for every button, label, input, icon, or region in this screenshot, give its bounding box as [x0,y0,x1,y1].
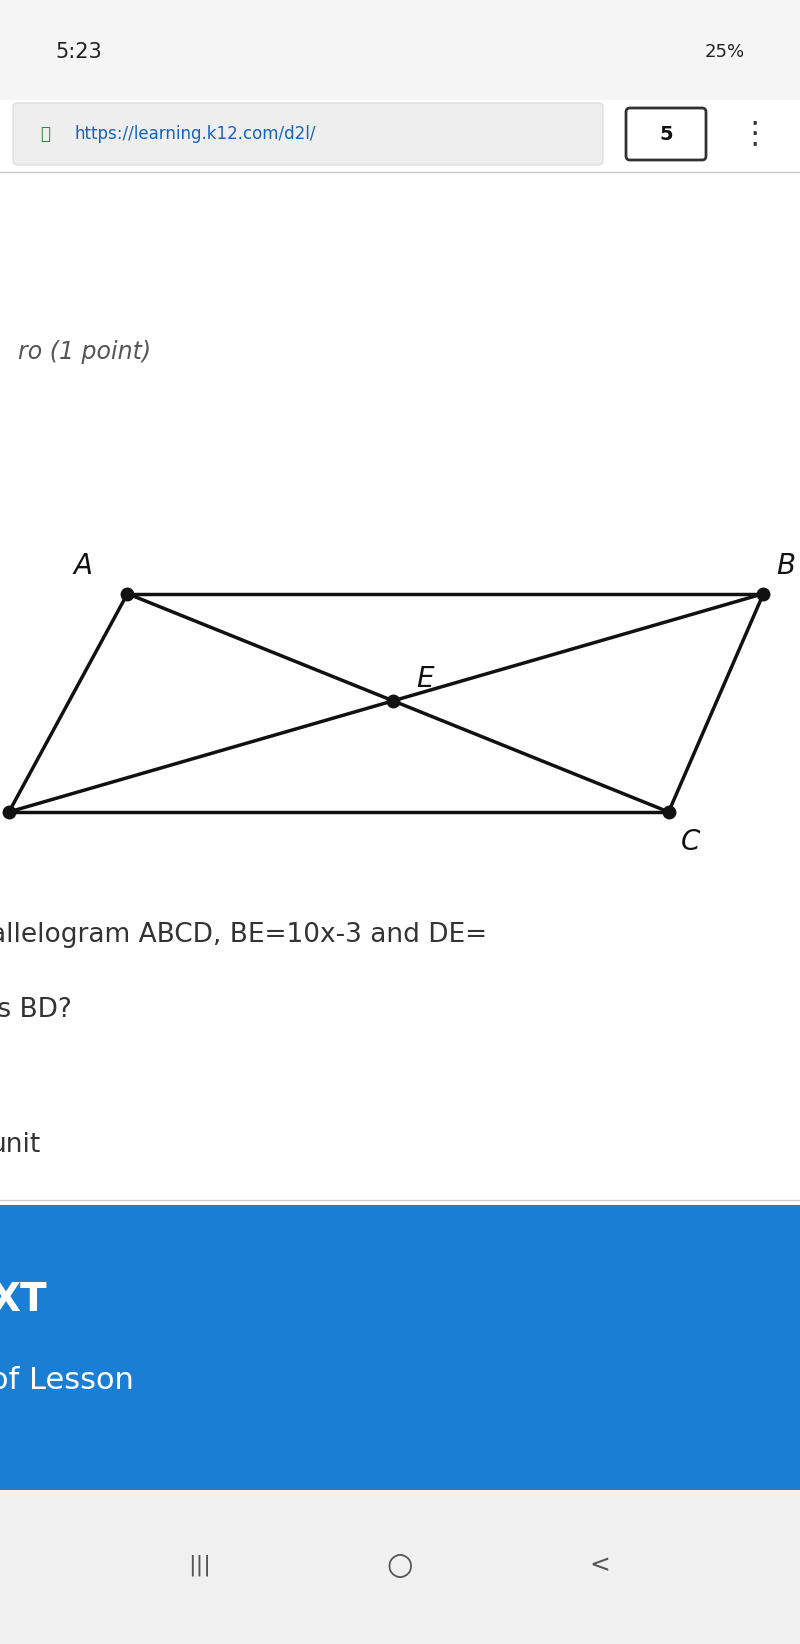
FancyBboxPatch shape [626,109,706,159]
Text: ro (1 point): ro (1 point) [18,340,151,363]
Text: unit: unit [0,1133,42,1157]
Text: A: A [74,552,93,580]
Text: |||: ||| [189,1554,211,1575]
Text: allelogram ABCD, BE=10x-3 and DE=: allelogram ABCD, BE=10x-3 and DE= [0,922,487,949]
Text: <: < [590,1554,610,1577]
Text: XT: XT [0,1281,46,1318]
Text: 🔒: 🔒 [40,125,50,143]
Text: 5: 5 [659,125,673,143]
FancyBboxPatch shape [13,104,603,164]
Text: 5:23: 5:23 [55,43,102,62]
Text: https://learning.k12.com/d2l/: https://learning.k12.com/d2l/ [75,125,317,143]
Text: E: E [416,664,434,692]
Text: B: B [776,552,795,580]
Bar [0,1489,800,1644]
Text: C: C [682,829,701,857]
Bar [0,0,800,100]
Text: ○: ○ [386,1550,414,1580]
Text: 25%: 25% [705,43,745,61]
Text: of Lesson: of Lesson [0,1366,134,1394]
Bar [0,1205,800,1489]
Text: is BD?: is BD? [0,996,72,1023]
Text: ⋮: ⋮ [740,120,770,148]
